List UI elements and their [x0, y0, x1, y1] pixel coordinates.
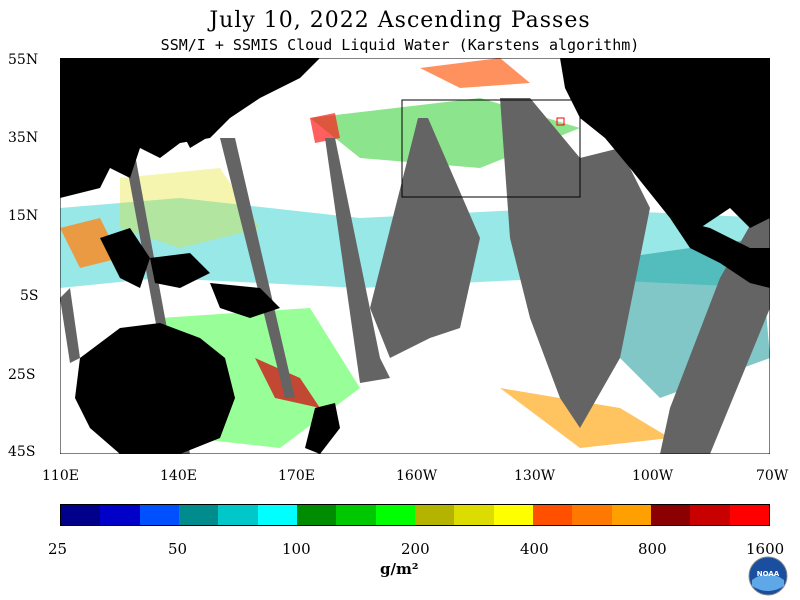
lon-label: 100W — [632, 468, 674, 484]
lon-label: 140E — [160, 468, 197, 484]
colorbar-swatch — [454, 505, 494, 525]
lon-label: 160W — [396, 468, 438, 484]
lat-label: 45S — [8, 444, 36, 460]
colorbar-swatch — [257, 505, 297, 525]
lat-label: 25S — [8, 367, 36, 383]
colorbar-swatch — [139, 505, 179, 525]
colorbar-swatch — [218, 505, 258, 525]
marker-box — [556, 117, 565, 126]
colorbar-swatch — [493, 505, 533, 525]
lon-label: 110E — [42, 468, 79, 484]
colorbar-swatch — [690, 505, 730, 525]
noaa-logo: NOAA — [748, 556, 788, 596]
colorbar-swatch — [375, 505, 415, 525]
colorbar-swatch — [336, 505, 376, 525]
colorbar-swatch — [611, 505, 651, 525]
colorbar-swatch — [61, 505, 101, 525]
lat-label: 35N — [8, 130, 39, 146]
colorbar-tick: 200 — [401, 540, 430, 558]
colorbar-tick: 100 — [282, 540, 311, 558]
colorbar-tick: 400 — [520, 540, 549, 558]
land-masses — [60, 58, 770, 454]
colorbar-swatch — [572, 505, 612, 525]
colorbar-tick: 1600 — [746, 540, 785, 558]
map-title: July 10, 2022 Ascending Passes — [209, 8, 591, 33]
lon-label: 130W — [514, 468, 556, 484]
region-box — [401, 99, 581, 198]
units-label: g/m² — [380, 560, 419, 578]
colorbar-swatch — [532, 505, 573, 525]
colorbar-swatch — [296, 505, 337, 525]
colorbar — [60, 504, 770, 526]
cloud-liquid-water-map — [60, 58, 770, 454]
colorbar-tick: 25 — [48, 540, 68, 558]
colorbar-tick: 50 — [168, 540, 188, 558]
lat-label: 15N — [8, 208, 39, 224]
svg-text:NOAA: NOAA — [757, 570, 780, 578]
colorbar-swatch — [178, 505, 219, 525]
colorbar-swatch — [414, 505, 455, 525]
lat-label: 55N — [8, 52, 39, 68]
colorbar-swatch — [100, 505, 140, 525]
colorbar-tick: 800 — [638, 540, 667, 558]
map-subtitle: SSM/I + SSMIS Cloud Liquid Water (Karste… — [160, 36, 640, 54]
colorbar-swatch — [650, 505, 691, 525]
lon-label: 70W — [756, 468, 789, 484]
lon-label: 170E — [278, 468, 315, 484]
lat-label: 5S — [20, 288, 39, 304]
colorbar-swatch — [729, 505, 769, 525]
